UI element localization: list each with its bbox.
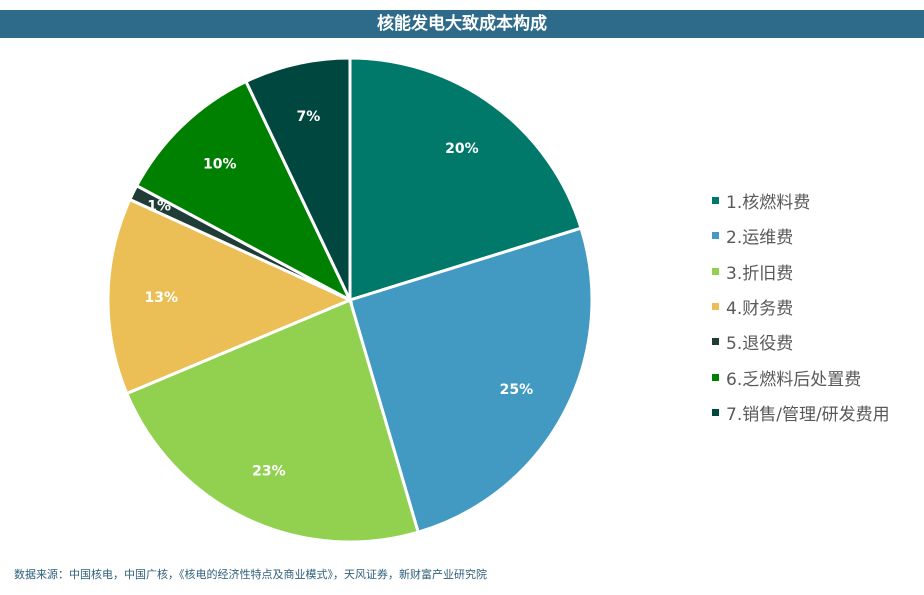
legend-swatch [712, 267, 719, 275]
legend-label: 1.核燃料费 [726, 193, 811, 214]
legend-item-7: 7.销售/管理/研发费用 [712, 395, 890, 430]
legend-swatch [712, 232, 719, 240]
chart-title: 核能发电大致成本构成 [0, 10, 924, 38]
pie-slice-1 [348, 56, 583, 303]
slice-label-1: 20% [445, 141, 479, 157]
slice-label-7: 7% [297, 109, 321, 125]
legend-item-5: 5.退役费 [712, 324, 890, 359]
legend-label: 3.折旧费 [726, 263, 794, 284]
legend-item-1: 1.核燃料费 [712, 183, 890, 218]
source-note: 数据来源：中国核电，中国广核，《核电的经济性特点及商业模式》，天风证券，新财富产… [14, 568, 487, 581]
pie-slice-3 [124, 297, 421, 544]
legend-item-6: 6.乏燃料后处置费 [712, 359, 890, 394]
slice-label-2: 25% [500, 382, 534, 398]
legend-label: 2.运维费 [726, 228, 794, 249]
legend-label: 6.乏燃料后处置费 [726, 369, 862, 390]
legend-swatch [712, 303, 719, 311]
legend-label: 7.销售/管理/研发费用 [726, 404, 890, 425]
legend-label: 4.财务费 [726, 299, 794, 320]
legend-item-2: 2.运维费 [712, 218, 890, 253]
legend-item-3: 3.折旧费 [712, 254, 890, 289]
slice-label-4: 13% [145, 290, 179, 306]
legend: 1.核燃料费 2.运维费 3.折旧费 4.财务费 5.退役费 6.乏燃料后处置费 7.销售/… [712, 183, 890, 430]
legend-swatch [712, 408, 719, 416]
slice-label-6: 10% [203, 156, 237, 172]
legend-swatch [712, 373, 719, 381]
pie-slice-6 [134, 79, 354, 304]
pie-slice-7 [243, 56, 352, 301]
legend-label: 5.退役费 [726, 334, 794, 355]
legend-item-4: 4.财务费 [712, 289, 890, 324]
pie-slice-4 [106, 197, 354, 396]
legend-swatch [712, 197, 719, 205]
legend-swatch [712, 338, 719, 346]
slice-label-3: 23% [252, 463, 286, 479]
pie-slice-2 [348, 226, 594, 535]
